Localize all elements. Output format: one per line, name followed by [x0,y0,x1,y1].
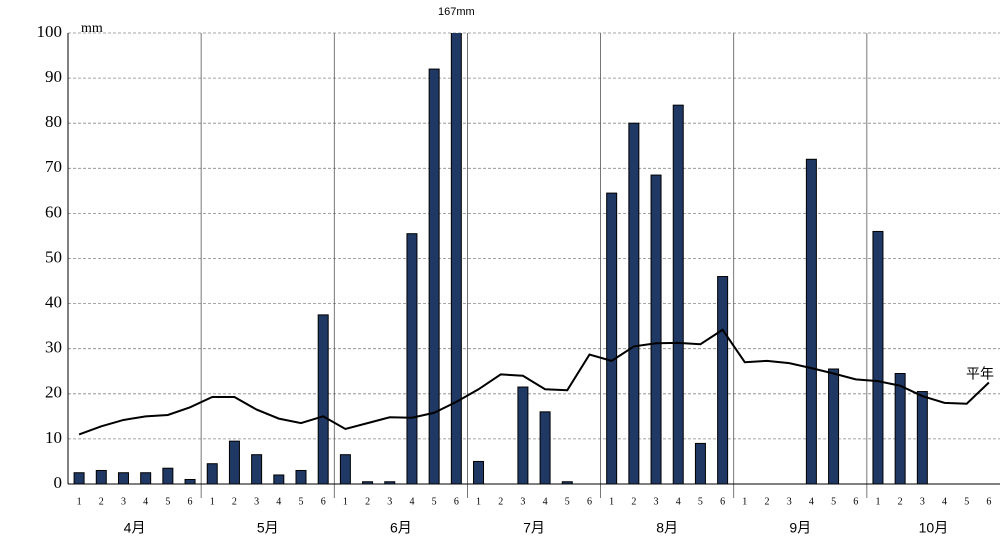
x-tick-label: 2 [765,496,770,507]
bar [694,442,706,485]
y-tick-label: 80 [45,112,62,131]
x-tick-label: 3 [520,496,525,507]
bar [362,481,374,485]
x-tick-label: 4 [143,496,148,507]
x-tick-label: 1 [210,496,215,507]
bar [805,158,817,485]
y-tick-label: 0 [54,473,63,492]
bar [894,373,906,485]
bar [384,481,396,485]
x-tick-label: 3 [254,496,259,507]
x-tick-label: 5 [698,496,703,507]
month-label: 6月 [390,520,412,536]
x-tick-label: 1 [343,496,348,507]
x-tick-label: 6 [188,496,193,507]
x-tick-label: 6 [720,496,725,507]
x-tick-label: 2 [898,496,903,507]
y-tick-label: 60 [45,202,62,221]
x-tick-label: 1 [609,496,614,507]
bar [539,411,551,485]
value-label: 167mm [438,6,475,18]
bar [162,467,174,485]
x-tick-label: 6 [321,496,326,507]
bar [273,474,285,485]
x-tick-label: 4 [676,496,681,507]
x-tick-label: 4 [409,496,414,507]
bar [672,104,684,485]
bar [628,122,640,485]
x-tick-label: 1 [875,496,880,507]
x-tick-label: 3 [654,496,659,507]
month-label: 5月 [257,520,279,536]
y-tick-label: 90 [45,67,62,86]
x-tick-label: 5 [565,496,570,507]
x-tick-label: 2 [232,496,237,507]
month-label: 10月 [919,520,949,536]
month-label: 9月 [789,520,811,536]
bar [206,463,218,485]
bar [339,454,351,485]
x-tick-label: 5 [831,496,836,507]
x-tick-label: 1 [77,496,82,507]
bar [73,472,85,485]
x-tick-label: 4 [276,496,281,507]
x-tick-label: 2 [631,496,636,507]
line-label: 平年 [966,366,994,382]
month-label: 4月 [124,520,146,536]
y-tick-label: 40 [45,293,62,312]
x-tick-label: 3 [387,496,392,507]
normal-line [78,328,990,436]
bar [428,68,440,485]
y-unit: mm [81,21,103,36]
x-tick-label: 2 [99,496,104,507]
bar [317,314,329,485]
bar [828,368,840,485]
bar [872,230,884,485]
x-tick-label: 1 [742,496,747,507]
x-tick-label: 5 [299,496,304,507]
plot-area [73,33,928,485]
bar [95,469,107,485]
bar [295,469,307,485]
y-tick-label: 70 [45,157,62,176]
month-label: 8月 [656,520,678,536]
x-tick-label: 1 [476,496,481,507]
bar [473,460,485,485]
x-tick-label: 5 [165,496,170,507]
bar [606,192,618,485]
y-tick-label: 20 [45,383,62,402]
x-tick-label: 4 [809,496,814,507]
x-tick-label: 6 [454,496,459,507]
bar [184,478,196,485]
bar [228,440,240,485]
bar [406,233,418,485]
bar [561,481,573,485]
x-tick-label: 2 [498,496,503,507]
x-tick-label: 2 [365,496,370,507]
bar [450,33,462,485]
x-tick-label: 5 [432,496,437,507]
bar [251,454,263,485]
x-tick-label: 6 [986,496,991,507]
x-tick-label: 6 [853,496,858,507]
y-tick-label: 10 [45,428,62,447]
x-tick-label: 4 [942,496,947,507]
bar [140,472,152,485]
x-tick-label: 4 [543,496,548,507]
x-tick-label: 3 [121,496,126,507]
y-tick-label: 30 [45,338,62,357]
x-tick-label: 3 [787,496,792,507]
y-tick-label: 50 [45,247,62,266]
x-tick-label: 3 [920,496,925,507]
x-tick-label: 6 [587,496,592,507]
bar [916,391,928,485]
bar [650,174,662,485]
bar [117,472,129,485]
y-tick-label: 100 [37,22,63,41]
x-tick-label: 5 [964,496,969,507]
month-label: 7月 [523,520,545,536]
bar [517,386,529,485]
bar [717,276,729,485]
